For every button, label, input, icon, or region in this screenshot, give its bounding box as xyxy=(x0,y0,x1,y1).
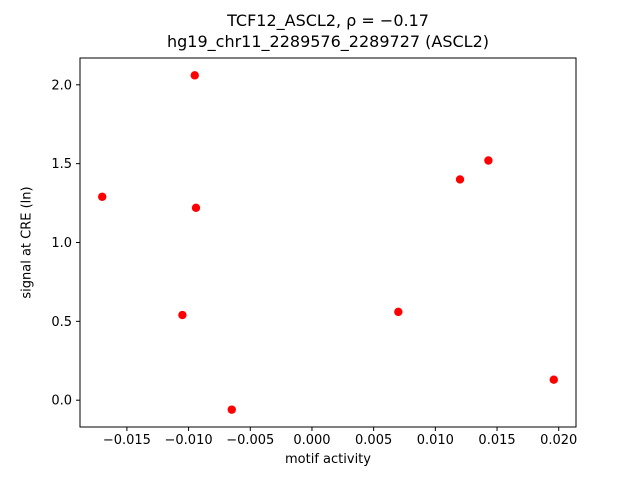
x-axis-label: motif activity xyxy=(285,452,371,467)
x-tick-label: 0.020 xyxy=(540,433,577,448)
chart-title-line2: hg19_chr11_2289576_2289727 (ASCL2) xyxy=(167,32,489,51)
chart-title: TCF12_ASCL2, ρ = −0.17 hg19_chr11_228957… xyxy=(80,10,576,52)
x-tick-label: 0.010 xyxy=(417,433,454,448)
y-tick-label: 2.0 xyxy=(51,78,72,93)
y-tick-label: 1.5 xyxy=(51,157,72,172)
data-point xyxy=(190,71,199,80)
data-point xyxy=(178,310,187,320)
data-point xyxy=(191,203,201,213)
x-tick-label: −0.010 xyxy=(165,433,213,448)
x-tick-label: −0.005 xyxy=(226,433,274,448)
y-tick-label: 0.5 xyxy=(51,315,72,330)
data-point xyxy=(549,375,558,384)
axes-frame xyxy=(79,57,577,428)
x-tick-label: 0.015 xyxy=(478,433,515,448)
chart-title-line1: TCF12_ASCL2, ρ = −0.17 xyxy=(227,11,429,30)
y-tick-label: 0.0 xyxy=(51,394,72,409)
x-tick-label: 0.005 xyxy=(355,433,392,448)
data-point xyxy=(227,405,236,414)
data-point xyxy=(455,175,465,184)
data-point xyxy=(484,156,493,165)
y-axis-label: signal at CRE (ln) xyxy=(19,186,35,299)
y-tick-label: 1.0 xyxy=(51,236,72,251)
x-tick-label: −0.015 xyxy=(103,433,151,448)
x-tick-label: 0.000 xyxy=(293,433,330,448)
data-point xyxy=(98,192,107,201)
data-point xyxy=(394,307,403,317)
